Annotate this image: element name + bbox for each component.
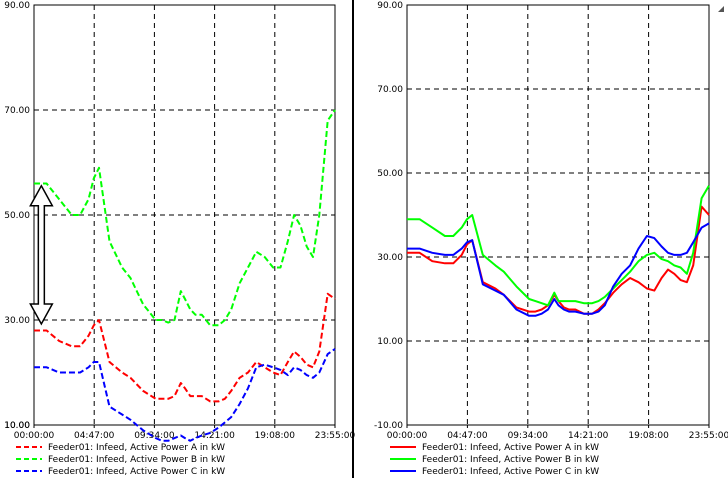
- x-tick-label: 09:34:00: [134, 431, 175, 441]
- y-tick-label: 70.00: [377, 85, 403, 95]
- y-tick-label: 10.00: [377, 337, 403, 347]
- x-tick-label: 04:47:00: [447, 431, 488, 441]
- y-tick-label: 90.00: [4, 1, 30, 11]
- x-tick-label: 09:34:00: [508, 431, 549, 441]
- series-line-b: [407, 185, 710, 307]
- series-line-a: [407, 205, 710, 315]
- x-tick-label: 00:00:00: [387, 431, 428, 441]
- x-tick-label: 19:08:00: [255, 431, 296, 441]
- y-tick-label: 90.00: [377, 1, 403, 11]
- series-line-c: [34, 348, 336, 442]
- x-tick-label: 23:55:00: [315, 431, 356, 441]
- legend-label-b: Feeder01: Infeed, Active Power B in kW: [48, 455, 225, 465]
- x-tick-label: 19:08:00: [628, 431, 669, 441]
- y-tick-label: 50.00: [4, 211, 30, 221]
- x-tick-label: 14:21:00: [568, 431, 609, 441]
- y-tick-label-bottom: 10.00: [4, 421, 30, 431]
- y-tick-label: 30.00: [4, 316, 30, 326]
- y-tick-label: 70.00: [4, 106, 30, 116]
- y-tick-label: 50.00: [377, 169, 403, 179]
- x-tick-label: 14:21:00: [194, 431, 235, 441]
- legend-label-a: Feeder01: Infeed, Active Power A in kW: [422, 443, 599, 453]
- legend-label-a: Feeder01: Infeed, Active Power A in kW: [48, 443, 225, 453]
- legend-label-c: Feeder01: Infeed, Active Power C in kW: [48, 467, 225, 477]
- series-line-a: [34, 292, 336, 403]
- y-tick-label-bottom: -10.00: [374, 421, 403, 431]
- y-tick-label: 30.00: [377, 253, 403, 263]
- y-tick-label: 10.00: [4, 421, 30, 431]
- plot-frame: [33, 4, 336, 426]
- double-arrow-annotation: [29, 184, 54, 326]
- legend-label-b: Feeder01: Infeed, Active Power B in kW: [422, 455, 599, 465]
- x-tick-label: 23:55:00: [689, 431, 728, 441]
- series-line-c: [407, 222, 710, 317]
- resize-grip-icon[interactable]: [718, 6, 724, 12]
- x-tick-label: 04:47:00: [74, 431, 115, 441]
- x-tick-label: 00:00:00: [14, 431, 55, 441]
- series-line-b: [34, 109, 336, 327]
- legend-label-c: Feeder01: Infeed, Active Power C in kW: [422, 467, 599, 477]
